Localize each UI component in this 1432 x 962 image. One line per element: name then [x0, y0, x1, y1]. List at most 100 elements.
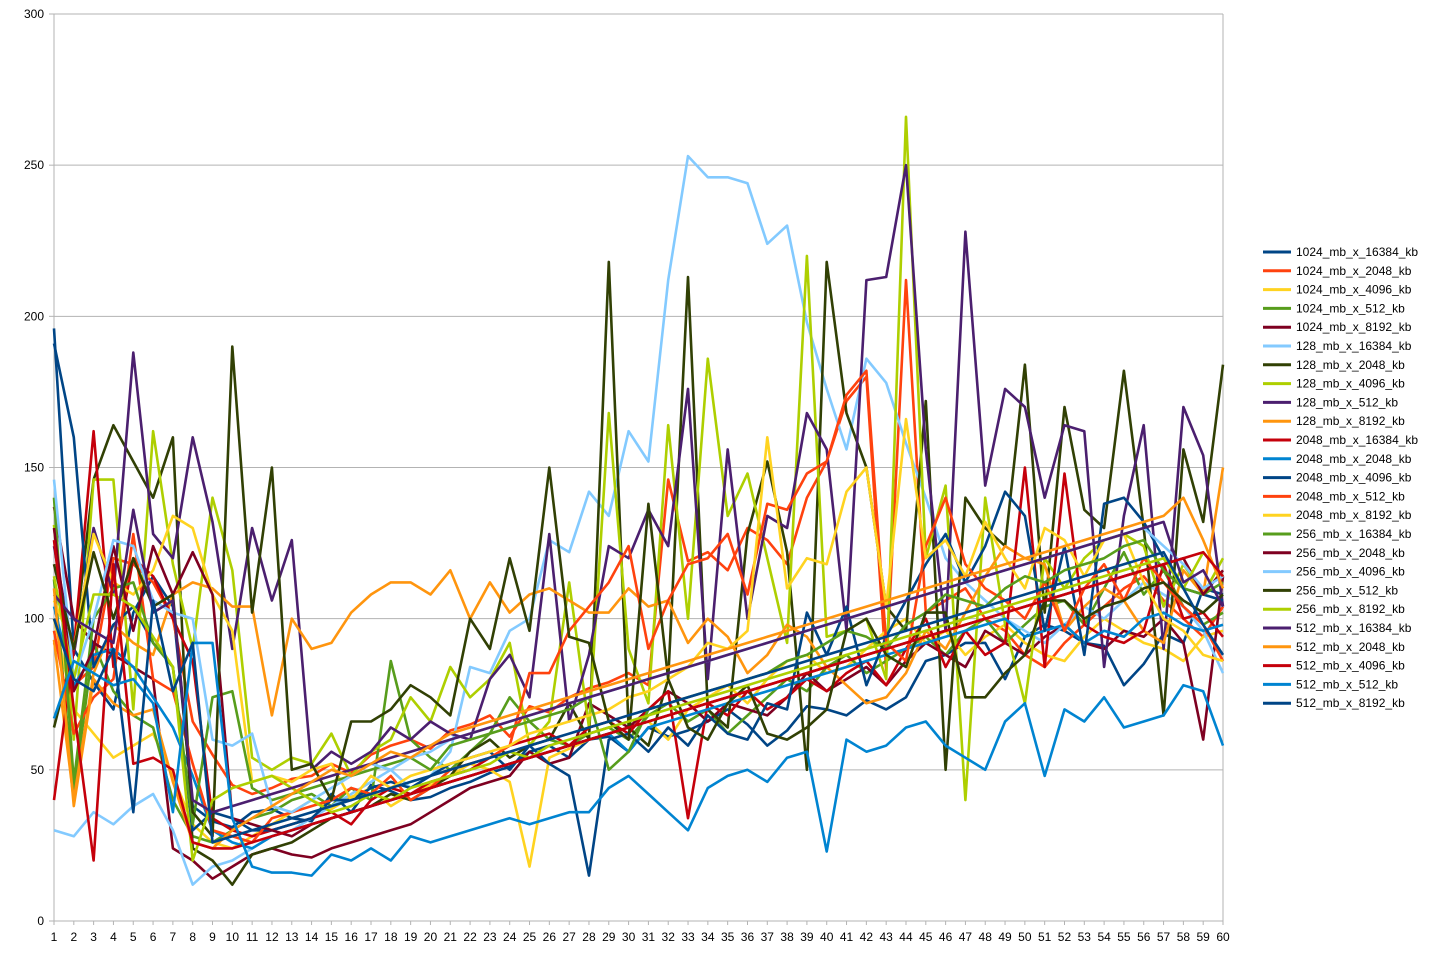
legend-label: 128_mb_x_8192_kb — [1296, 414, 1405, 428]
series-line-512_mb_x_16384_kb — [52, 508, 1225, 814]
x-tick-label: 50 — [1018, 930, 1032, 944]
x-tick-label: 33 — [681, 930, 695, 944]
x-tick-label: 30 — [622, 930, 636, 944]
series-line-2048_mb_x_2048_kb — [52, 606, 1224, 850]
x-tick-label: 9 — [209, 930, 216, 944]
x-tick-label: 28 — [582, 930, 596, 944]
x-tick-label: 6 — [150, 930, 157, 944]
y-tick-label: 0 — [37, 914, 44, 928]
legend-label: 512_mb_x_2048_kb — [1296, 640, 1405, 654]
series-line-256_mb_x_8192_kb — [52, 550, 1225, 862]
x-tick-label: 39 — [800, 930, 814, 944]
legend-label: 2048_mb_x_4096_kb — [1296, 471, 1412, 485]
x-tick-label: 57 — [1157, 930, 1171, 944]
x-tick-label: 13 — [285, 930, 299, 944]
legend-label: 2048_mb_x_16384_kb — [1296, 433, 1418, 447]
x-tick-label: 60 — [1216, 930, 1230, 944]
y-tick-label: 300 — [24, 7, 44, 21]
series-line-512_mb_x_4096_kb — [52, 539, 1225, 862]
series-line-128_mb_x_4096_kb — [52, 115, 1225, 802]
x-tick-label: 55 — [1117, 930, 1131, 944]
legend-label: 1024_mb_x_16384_kb — [1296, 245, 1418, 259]
legend-label: 2048_mb_x_512_kb — [1296, 489, 1405, 503]
series-line-512_mb_x_8192_kb — [52, 550, 1225, 844]
legend-label: 2048_mb_x_8192_kb — [1296, 508, 1412, 522]
legend: 1024_mb_x_16384_kb 1024_mb_x_2048_kb 1024_… — [1263, 245, 1418, 710]
x-tick-label: 18 — [384, 930, 398, 944]
x-tick-label: 32 — [662, 930, 676, 944]
x-tick-label: 19 — [404, 930, 418, 944]
series-line-128_mb_x_16384_kb — [53, 154, 1225, 887]
legend-label: 1024_mb_x_4096_kb — [1296, 283, 1412, 297]
x-tick-label: 2 — [70, 930, 77, 944]
x-tick-label: 24 — [503, 930, 517, 944]
x-tick-label: 49 — [998, 930, 1012, 944]
series-line-256_mb_x_16384_kb — [52, 497, 1224, 826]
legend-label: 128_mb_x_2048_kb — [1296, 358, 1405, 372]
x-tick-label: 40 — [820, 930, 834, 944]
legend-label: 512_mb_x_16384_kb — [1296, 621, 1412, 635]
y-tick-label: 100 — [24, 612, 44, 626]
series-lines — [52, 115, 1225, 887]
x-tick-label: 27 — [562, 930, 576, 944]
x-tick-label: 12 — [265, 930, 279, 944]
legend-label: 128_mb_x_16384_kb — [1296, 339, 1412, 353]
x-tick-label: 11 — [246, 930, 259, 944]
legend-label: 128_mb_x_512_kb — [1296, 395, 1398, 409]
x-tick-label: 8 — [189, 930, 196, 944]
x-tick-label: 56 — [1137, 930, 1151, 944]
legend-label: 256_mb_x_2048_kb — [1296, 546, 1405, 560]
x-tick-label: 45 — [919, 930, 933, 944]
axes — [49, 13, 1224, 925]
x-tick-label: 53 — [1078, 930, 1092, 944]
x-tick-label: 37 — [761, 930, 775, 944]
legend-label: 1024_mb_x_2048_kb — [1296, 264, 1412, 278]
series-line-256_mb_x_512_kb — [52, 345, 1224, 838]
x-tick-label: 54 — [1097, 930, 1111, 944]
x-tick-label: 23 — [483, 930, 497, 944]
x-tick-label: 25 — [523, 930, 537, 944]
y-tick-label: 150 — [24, 461, 44, 475]
series-line-128_mb_x_512_kb — [52, 163, 1225, 772]
legend-label: 1024_mb_x_512_kb — [1296, 301, 1405, 315]
legend-label: 256_mb_x_8192_kb — [1296, 602, 1405, 616]
legend-label: 256_mb_x_512_kb — [1296, 583, 1398, 597]
y-tick-label: 250 — [24, 158, 44, 172]
x-tick-label: 44 — [899, 930, 913, 944]
x-tick-label: 1 — [51, 930, 58, 944]
y-tick-label: 200 — [24, 309, 44, 323]
x-tick-label: 5 — [130, 930, 137, 944]
x-tick-label: 59 — [1197, 930, 1211, 944]
x-tick-label: 20 — [424, 930, 438, 944]
x-tick-label: 15 — [325, 930, 339, 944]
legend-label: 1024_mb_x_8192_kb — [1296, 320, 1412, 334]
x-tick-label: 36 — [741, 930, 755, 944]
series-line-2048_mb_x_16384_kb — [52, 429, 1225, 838]
legend-label: 128_mb_x_4096_kb — [1296, 377, 1405, 391]
x-tick-label: 16 — [345, 930, 359, 944]
x-tick-label: 43 — [879, 930, 893, 944]
x-tick-label: 34 — [701, 930, 715, 944]
x-tick-label: 35 — [721, 930, 735, 944]
series-line-512_mb_x_2048_kb — [52, 496, 1225, 850]
x-tick-label: 29 — [602, 930, 616, 944]
y-tick-labels: 0 50 100 150 200 250 300 — [24, 7, 44, 928]
x-tick-label: 4 — [110, 930, 117, 944]
x-tick-label: 17 — [364, 930, 378, 944]
x-tick-labels: 1 2 3 4 5 6 7 8 9 10 11 12 13 14 15 16 17 18 19 20 21 22 23 24 2… — [51, 930, 1230, 944]
x-tick-label: 51 — [1038, 930, 1052, 944]
legend-label: 512_mb_x_8192_kb — [1296, 696, 1405, 710]
series-line-2048_mb_x_512_kb — [52, 369, 1225, 844]
legend-label: 2048_mb_x_2048_kb — [1296, 452, 1412, 466]
x-tick-label: 47 — [959, 930, 973, 944]
x-tick-label: 58 — [1177, 930, 1191, 944]
x-tick-label: 42 — [860, 930, 874, 944]
x-tick-label: 14 — [305, 930, 319, 944]
series-line-512_mb_x_512_kb — [52, 641, 1225, 877]
x-tick-label: 22 — [463, 930, 477, 944]
legend-label: 512_mb_x_4096_kb — [1296, 659, 1405, 673]
y-tick-label: 50 — [31, 763, 45, 777]
x-tick-label: 26 — [543, 930, 557, 944]
x-tick-label: 48 — [979, 930, 993, 944]
